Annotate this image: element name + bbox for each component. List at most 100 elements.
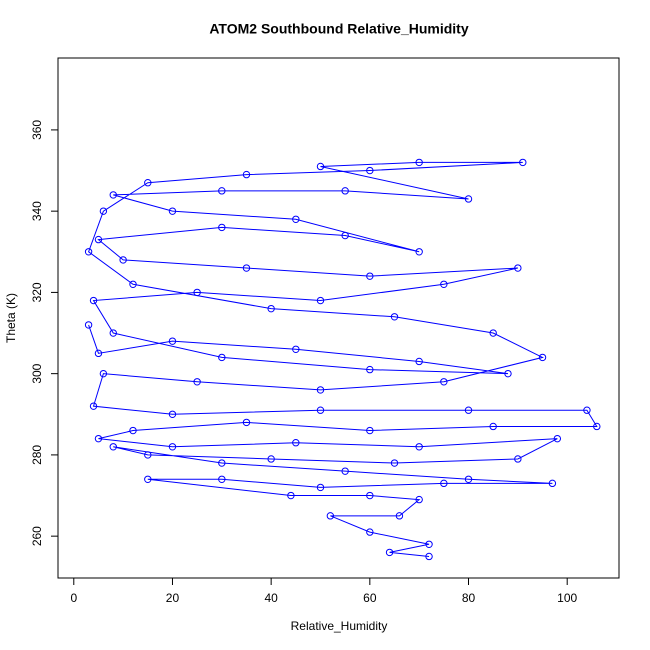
data-point: [168, 207, 177, 215]
data-point: [519, 158, 527, 167]
x-tick-label: 100: [557, 591, 577, 605]
data-point: [385, 548, 394, 557]
y-tick-label: 320: [30, 282, 44, 302]
data-point: [366, 166, 374, 175]
data-point: [316, 406, 325, 414]
data-point: [89, 402, 98, 410]
data-point: [390, 313, 399, 321]
y-tick-label: 360: [30, 120, 44, 140]
x-tick-label: 80: [462, 591, 476, 605]
data-point: [415, 357, 423, 366]
data-point: [218, 353, 226, 362]
data-point: [316, 162, 325, 171]
data-point: [242, 264, 251, 272]
data-point: [514, 455, 522, 463]
data-point: [144, 475, 152, 483]
data-point: [415, 248, 423, 256]
data-point: [326, 512, 335, 520]
data-point: [193, 378, 201, 386]
data-point: [292, 439, 300, 447]
data-point: [341, 187, 349, 195]
data-point: [129, 426, 137, 435]
data-point: [99, 207, 108, 215]
data-point: [84, 321, 93, 329]
x-tick-label: 40: [264, 591, 278, 605]
data-point: [94, 434, 103, 443]
x-axis-label: Relative_Humidity: [291, 619, 388, 633]
plot-box: [57, 57, 620, 579]
data-point: [109, 191, 117, 199]
data-point: [242, 170, 251, 179]
y-tick-label: 260: [30, 526, 44, 546]
data-point: [415, 443, 423, 451]
y-axis-label: Theta (K): [4, 293, 18, 343]
data-point: [144, 179, 152, 187]
data-point: [440, 378, 448, 386]
data-point: [99, 369, 108, 378]
data-point: [425, 540, 433, 548]
x-tick-label: 0: [70, 591, 77, 605]
data-point: [514, 264, 522, 272]
data-point: [193, 288, 201, 297]
data-point: [583, 406, 591, 414]
data-point: [89, 296, 98, 305]
data-point: [109, 443, 117, 451]
data-point: [366, 426, 374, 435]
data-point: [316, 386, 325, 394]
data-point: [316, 296, 325, 305]
data-point: [395, 512, 404, 520]
data-point: [548, 479, 557, 488]
y-tick-label: 340: [30, 201, 44, 221]
data-point: [218, 187, 226, 195]
data-point: [464, 406, 473, 414]
data-point: [94, 235, 103, 244]
data-point: [504, 369, 512, 378]
data-point: [538, 353, 547, 362]
data-point: [109, 329, 117, 337]
data-point: [267, 455, 275, 463]
data-point: [390, 459, 399, 467]
data-point: [341, 467, 349, 475]
data-point: [144, 451, 152, 459]
data-point: [593, 422, 601, 431]
data-point: [242, 418, 251, 427]
data-point: [415, 495, 423, 504]
data-point: [119, 256, 127, 264]
data-point: [168, 337, 177, 345]
data-point: [267, 304, 275, 313]
data-point: [464, 195, 473, 203]
data-point: [292, 345, 300, 353]
data-point: [168, 443, 177, 451]
data-point: [489, 422, 497, 431]
y-tick-label: 280: [30, 445, 44, 465]
series-line: [87, 161, 598, 557]
data-point: [366, 491, 374, 500]
data-point: [440, 280, 448, 288]
data-point: [366, 528, 374, 536]
data-point: [341, 231, 349, 240]
data-point: [218, 223, 226, 232]
data-point: [218, 459, 226, 467]
data-point: [489, 329, 497, 337]
data-point: [464, 475, 473, 483]
x-tick-label: 20: [166, 591, 180, 605]
data-point: [316, 483, 325, 492]
data-point: [292, 215, 300, 223]
data-point: [440, 479, 448, 488]
data-point: [425, 552, 433, 561]
y-tick-label: 300: [30, 363, 44, 383]
data-point: [366, 365, 374, 374]
data-point: [218, 475, 226, 483]
data-point: [366, 272, 374, 280]
data-point: [415, 158, 423, 167]
x-tick-label: 60: [363, 591, 377, 605]
data-point: [94, 349, 103, 358]
data-point: [168, 410, 177, 418]
data-point: [287, 491, 295, 500]
data-point: [553, 434, 562, 443]
data-point: [84, 248, 93, 256]
data-point: [129, 280, 137, 288]
chart-title: ATOM2 Southbound Relative_Humidity: [209, 21, 468, 37]
